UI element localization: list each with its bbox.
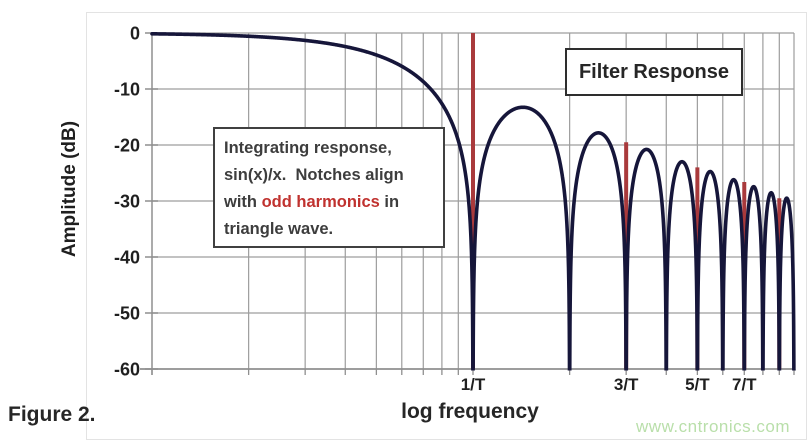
x-tick-label: 5/T [685,375,710,394]
x-tick-label: 3/T [614,375,639,394]
x-tick-label: 1/T [461,375,486,394]
y-tick-label: -30 [114,192,140,212]
y-axis-title: Amplitude (dB) [59,120,80,258]
y-tick-label: -60 [114,360,140,380]
tick-label-layer: 0 -10 -20 -30 -40 -50 -60 1/T 3/T 5/T 7/T [114,24,757,395]
response-curve [150,31,796,371]
annotation-text: Integrating response, sin(x)/x. Notches … [224,139,404,211]
y-tick-label: -40 [114,248,140,268]
legend-box: Filter Response [565,48,743,96]
figure-caption: Figure 2. [8,403,96,426]
watermark-cntronics: www.cntronics.com [636,417,790,436]
y-tick-label: -10 [114,80,140,100]
legend-label: Filter Response [578,60,730,83]
y-tick-label: 0 [130,24,140,44]
annotation-highlight-odd-harmonics: odd harmonics [261,193,380,211]
annotation-text-end: in triangle wave. [224,193,400,238]
y-tick-label: -50 [114,304,140,324]
y-tick-label: -20 [114,136,140,156]
x-axis-title: log frequency [401,400,539,423]
x-tick-label: 7/T [732,375,757,394]
response-curve-layer [150,31,796,371]
annotation-box: Integrating response, sin(x)/x. Notches … [213,127,445,248]
